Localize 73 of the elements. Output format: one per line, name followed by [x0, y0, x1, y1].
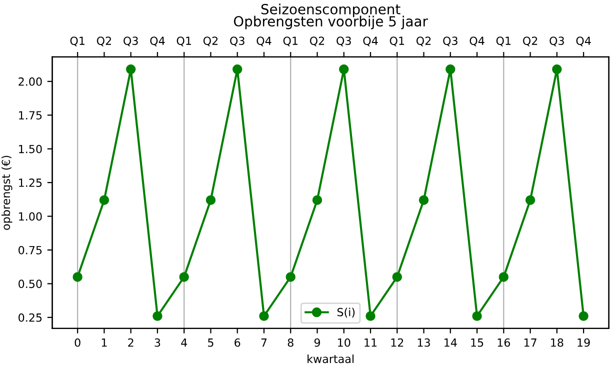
point: [99, 195, 110, 205]
text: Q4: [256, 36, 272, 46]
x-tick-label: 11: [364, 338, 377, 347]
x-tick-label: 5: [208, 338, 214, 347]
text: Q2: [523, 36, 538, 46]
text: Q3: [550, 36, 564, 46]
x-tick-label: 7: [261, 338, 267, 347]
x-tick-label: 0: [74, 338, 80, 347]
x-tick-label: 1: [102, 338, 107, 347]
text: Q2: [203, 36, 218, 46]
x-tick-label: 17: [524, 338, 536, 347]
point: [418, 195, 429, 205]
x-tick-label: 15: [471, 338, 484, 347]
point: [312, 195, 322, 205]
text: Q3: [336, 36, 351, 46]
y-tick-label: 2.00: [18, 77, 42, 86]
point: [339, 64, 349, 74]
point: [259, 311, 269, 321]
point: [525, 195, 536, 205]
y-tick-label: 0.75: [18, 246, 42, 254]
point: [206, 195, 216, 205]
x-tick-label: 14: [444, 338, 457, 347]
point: [152, 311, 162, 321]
y-tick-label: 1.50: [19, 144, 42, 154]
x-tick-label: 6: [234, 338, 240, 347]
text: Q1: [70, 36, 84, 46]
legend-label: S(i): [337, 308, 355, 318]
text: Q2: [310, 36, 324, 46]
text: Q1: [283, 36, 298, 46]
text: Q1: [496, 36, 511, 46]
point: [578, 311, 588, 321]
point: [126, 64, 136, 74]
x-tick-label: 13: [418, 338, 430, 347]
x-tick-label: 19: [578, 338, 590, 347]
point: [286, 272, 296, 282]
y-axis-title: opbrengst (€): [2, 156, 12, 230]
chart-title: Seizoenscomponent: [261, 4, 400, 18]
x-tick-label: 4: [181, 338, 188, 347]
x-tick-label: 18: [551, 338, 564, 347]
x-tick-label: 8: [288, 338, 294, 347]
text: Q3: [230, 36, 244, 46]
chart-subtitle: Opbrengsten voorbije 5 jaar: [234, 16, 428, 30]
text: Q1: [390, 36, 404, 46]
y-tick-label: 1.25: [19, 178, 42, 187]
point: [366, 311, 376, 321]
text: Q2: [416, 36, 431, 46]
y-tick-label: 0.25: [18, 313, 42, 322]
point: [552, 64, 562, 74]
point: [179, 272, 189, 282]
x-tick-label: 16: [498, 338, 510, 347]
x-tick-label: 9: [314, 338, 320, 347]
point: [232, 64, 242, 74]
point: [472, 311, 482, 321]
x-tick-label: 12: [391, 338, 404, 347]
x-axis-title: kwartaal: [308, 354, 354, 364]
text: Q2: [96, 36, 111, 46]
x-tick-label: 3: [154, 338, 160, 347]
text: Q3: [124, 36, 138, 46]
y-tick-label: 1.75: [19, 111, 42, 120]
text: Q3: [443, 36, 458, 46]
text: Q4: [363, 36, 378, 46]
text: Q4: [576, 36, 591, 46]
point: [446, 64, 456, 74]
text: Q4: [150, 36, 165, 46]
y-tick-label: 1.00: [19, 212, 42, 221]
text: Q1: [176, 36, 191, 46]
point: [392, 272, 402, 282]
point: [498, 272, 509, 282]
text: Q4: [470, 36, 484, 46]
x-tick-label: 2: [128, 338, 134, 347]
y-tick-label: 0.50: [18, 280, 42, 288]
x-tick-label: 10: [338, 338, 350, 347]
point: [72, 272, 82, 282]
